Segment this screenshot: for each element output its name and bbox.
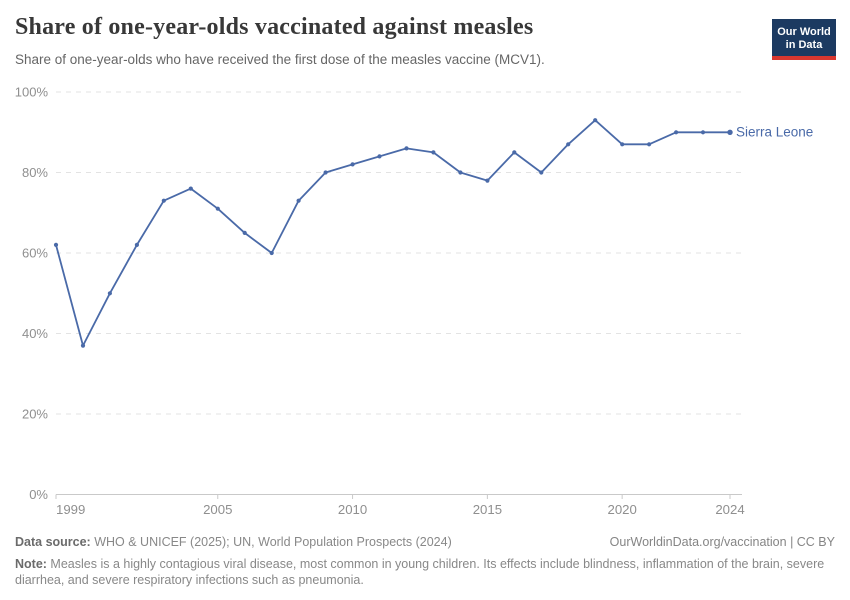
x-tick-label: 2010 [338,502,367,517]
data-point[interactable] [134,242,139,247]
series-line[interactable] [55,119,731,347]
y-tick-label: 40% [22,326,48,341]
data-point[interactable] [674,130,679,135]
citation-link[interactable]: OurWorldinData.org/vaccination | CC BY [609,535,835,549]
data-point[interactable] [620,142,625,147]
owid-logo-line1: Our World [777,26,831,38]
note-label: Note: [15,557,47,571]
data-point[interactable] [296,198,301,203]
data-source-line: Data source: WHO & UNICEF (2025); UN, Wo… [15,534,452,550]
data-point[interactable] [727,129,733,135]
data-point[interactable] [566,142,571,147]
data-point[interactable] [107,291,112,296]
series-end-label[interactable]: Sierra Leone [736,125,813,140]
owid-logo-line2: in Data [785,39,823,51]
y-tick-label: 60% [22,246,48,261]
chart-subtitle: Share of one-year-olds who have received… [15,52,545,67]
data-point[interactable] [161,198,166,203]
note-line: Note: Measles is a highly contagious vir… [15,557,835,588]
x-tick-label: 2005 [203,502,232,517]
data-point[interactable] [404,146,409,151]
data-point[interactable] [512,150,517,155]
data-point[interactable] [700,130,706,135]
data-source-label: Data source: [15,535,91,549]
x-tick-label: 2020 [607,502,636,517]
data-point[interactable] [647,142,652,147]
data-source-text: WHO & UNICEF (2025); UN, World Populatio… [90,535,452,549]
data-point[interactable] [485,178,490,183]
y-tick-label: 20% [22,407,48,422]
data-point[interactable] [350,162,355,167]
line-chart[interactable]: 0% 20% 40% 60% 80% 100% 1999 2005 2010 2015 2020 20… [0,0,850,530]
owid-logo[interactable]: Our World in Data [772,19,836,60]
data-point[interactable] [458,170,463,175]
chart-footer: Data source: WHO & UNICEF (2025); UN, Wo… [15,534,835,588]
chart-title: Share of one-year-olds vaccinated agains… [15,14,534,40]
y-tick-label: 100% [15,85,49,100]
data-point[interactable] [242,230,247,235]
data-point[interactable] [215,206,220,211]
data-point[interactable] [593,118,598,123]
data-point[interactable] [188,186,193,191]
data-point[interactable] [431,150,436,155]
data-point[interactable] [53,242,59,247]
data-point[interactable] [80,343,86,348]
data-point[interactable] [323,170,328,175]
note-text: Measles is a highly contagious viral dis… [15,557,825,587]
x-tick-label: 2024 [715,502,744,517]
x-tick-label: 1999 [56,502,85,517]
y-tick-label: 0% [29,487,48,502]
x-tick-label: 2015 [473,502,502,517]
data-point[interactable] [539,170,544,175]
data-point[interactable] [377,154,382,159]
data-point[interactable] [269,250,274,256]
y-tick-label: 80% [22,165,48,180]
